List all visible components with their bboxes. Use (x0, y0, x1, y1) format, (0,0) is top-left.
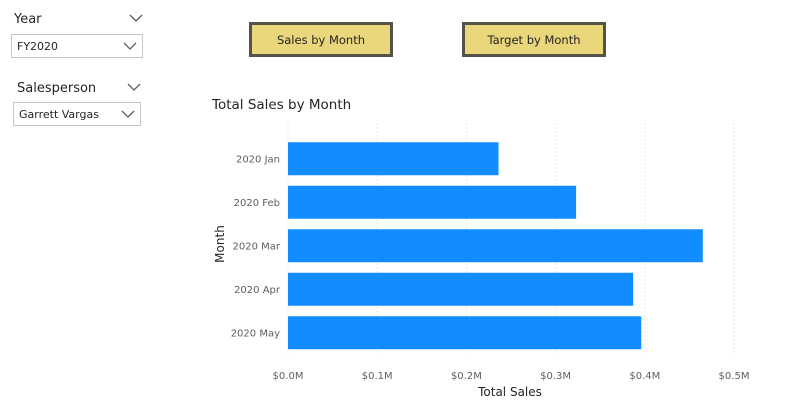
chevron-down-icon (123, 42, 137, 50)
bar[interactable] (288, 142, 499, 176)
bars (288, 142, 703, 350)
bar[interactable] (288, 229, 703, 263)
salesperson-slicer-title: Salesperson (17, 81, 97, 96)
category-label: 2020 Apr (234, 285, 281, 296)
x-tick-label: $0.4M (629, 371, 660, 382)
bar[interactable] (288, 316, 642, 350)
chevron-down-icon[interactable] (128, 12, 144, 24)
category-label: 2020 Jan (236, 154, 280, 165)
category-label: 2020 Feb (234, 198, 280, 209)
x-tick-label: $0.1M (362, 371, 393, 382)
category-label: 2020 Mar (233, 241, 281, 252)
target-by-month-button[interactable]: Target by Month (462, 22, 606, 57)
year-slicer: Year FY2020 (11, 12, 144, 58)
category-label: 2020 May (231, 328, 280, 339)
bar[interactable] (288, 272, 634, 306)
year-dropdown-value: FY2020 (17, 40, 59, 53)
chevron-down-icon[interactable] (126, 81, 142, 93)
bar[interactable] (288, 185, 577, 219)
year-slicer-title: Year (14, 12, 42, 27)
category-labels: 2020 Jan 2020 Feb 2020 Mar 2020 Apr 2020 May (231, 154, 281, 339)
x-tick-label: $0.5M (719, 371, 750, 382)
chart-title: Total Sales by Month (211, 97, 351, 113)
chevron-down-icon (121, 110, 135, 118)
x-axis-title: Total Sales (477, 385, 542, 399)
x-tick-label: $0.0M (273, 371, 304, 382)
salesperson-slicer: Salesperson Garrett Vargas (13, 81, 142, 127)
year-dropdown[interactable]: FY2020 (11, 34, 143, 58)
salesperson-dropdown[interactable]: Garrett Vargas (13, 102, 141, 126)
x-tick-labels: $0.0M $0.1M $0.2M $0.3M $0.4M $0.5M (273, 371, 750, 382)
salesperson-dropdown-value: Garrett Vargas (19, 108, 99, 121)
sales-by-month-button[interactable]: Sales by Month (249, 22, 393, 57)
y-axis-title: Month (213, 225, 227, 263)
x-tick-label: $0.3M (540, 371, 571, 382)
x-tick-label: $0.2M (451, 371, 482, 382)
